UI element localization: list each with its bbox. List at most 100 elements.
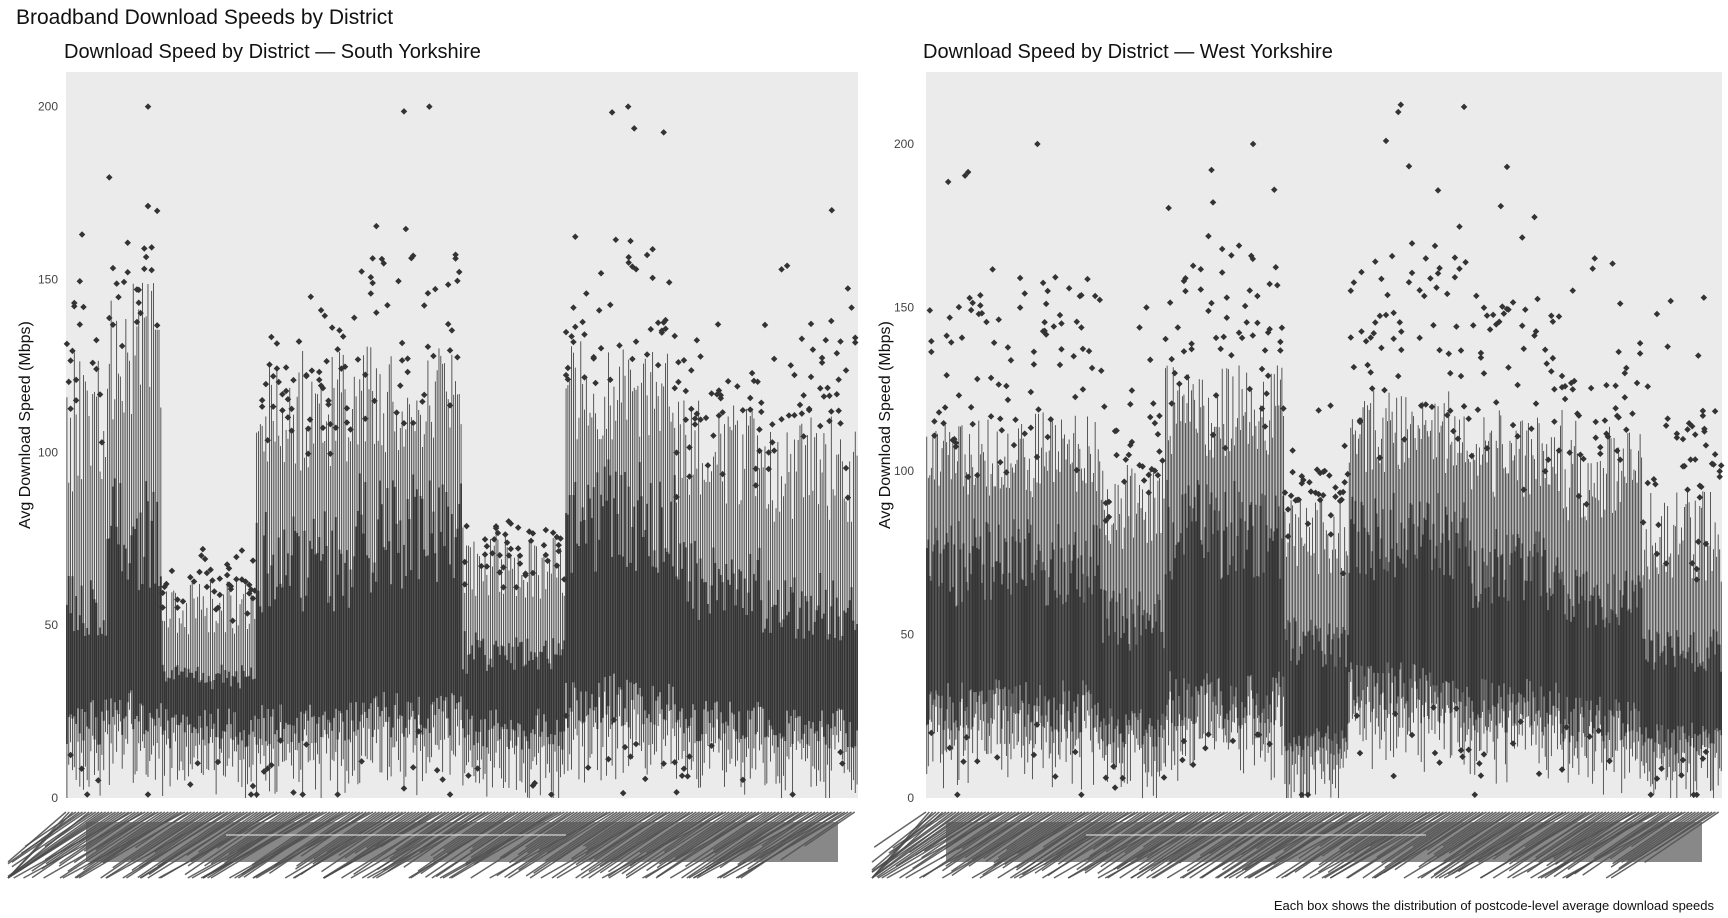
outlier-point xyxy=(1367,334,1374,341)
box xyxy=(821,472,823,728)
box xyxy=(1181,396,1184,755)
box xyxy=(1657,573,1660,744)
box xyxy=(1108,540,1110,745)
box xyxy=(546,571,549,764)
outlier-point xyxy=(1477,354,1485,361)
box xyxy=(264,416,267,781)
box xyxy=(1320,497,1323,780)
outlier-point xyxy=(83,791,91,798)
box xyxy=(1154,497,1156,762)
outlier-point xyxy=(1699,407,1707,415)
box xyxy=(511,568,514,748)
outlier-point xyxy=(590,355,597,362)
box xyxy=(1425,420,1427,703)
outlier-point xyxy=(935,409,943,416)
x-tick-labels-illegible xyxy=(871,811,1720,879)
outlier-point xyxy=(684,772,691,780)
box xyxy=(835,454,838,736)
box xyxy=(1339,503,1341,769)
y-tick-label: 0 xyxy=(907,791,914,805)
outlier-point xyxy=(822,336,830,344)
outlier-point xyxy=(597,344,605,352)
box xyxy=(1172,367,1174,752)
box xyxy=(287,438,289,744)
box xyxy=(565,388,567,714)
outlier-point xyxy=(424,343,432,351)
box xyxy=(1076,491,1078,740)
box xyxy=(134,355,136,775)
outlier-point xyxy=(837,420,844,427)
box xyxy=(436,370,439,746)
outlier-point xyxy=(358,268,365,275)
box xyxy=(1060,419,1063,743)
outlier-point xyxy=(106,174,113,181)
box xyxy=(1570,440,1572,736)
outlier-point xyxy=(564,376,572,383)
box xyxy=(576,439,578,736)
outlier-point xyxy=(1644,383,1652,390)
box xyxy=(325,421,328,754)
box xyxy=(194,618,197,746)
box xyxy=(1412,416,1415,723)
box xyxy=(1291,505,1294,765)
box xyxy=(990,473,992,754)
box xyxy=(633,387,636,710)
box xyxy=(788,472,790,760)
box xyxy=(1287,542,1289,798)
box xyxy=(747,425,750,749)
box xyxy=(1079,448,1081,758)
box xyxy=(1532,455,1534,735)
outlier-point xyxy=(1569,386,1577,393)
box xyxy=(261,425,264,746)
box xyxy=(1157,480,1159,772)
outlier-point xyxy=(798,335,806,343)
outlier-point xyxy=(1647,791,1655,798)
box xyxy=(1109,543,1112,745)
box xyxy=(393,431,396,748)
box xyxy=(1469,462,1471,775)
box xyxy=(113,399,116,725)
box xyxy=(403,446,405,787)
box xyxy=(1158,478,1161,777)
outlier-point xyxy=(816,422,824,430)
box xyxy=(1155,533,1158,798)
box xyxy=(804,445,807,762)
outlier-point xyxy=(336,327,343,334)
outlier-point xyxy=(1021,430,1028,437)
outlier-point xyxy=(798,410,806,417)
outlier-point xyxy=(358,758,365,765)
box xyxy=(1366,405,1369,687)
box xyxy=(491,566,494,788)
box xyxy=(1037,413,1040,728)
box xyxy=(1135,513,1138,739)
box xyxy=(817,504,820,771)
box xyxy=(1477,475,1479,733)
outlier-point xyxy=(174,596,181,603)
box xyxy=(1296,565,1298,775)
outlier-point xyxy=(238,547,246,554)
box xyxy=(1677,554,1680,764)
box xyxy=(994,486,997,694)
box xyxy=(1342,577,1344,768)
box xyxy=(123,412,125,755)
outlier-point xyxy=(1621,369,1629,377)
box xyxy=(1164,368,1167,767)
box xyxy=(950,479,952,760)
outlier-point xyxy=(373,309,380,316)
box xyxy=(1175,423,1178,731)
box xyxy=(1262,381,1265,745)
outlier-point xyxy=(203,583,211,591)
box xyxy=(1676,492,1678,798)
box xyxy=(1016,459,1018,746)
box xyxy=(438,348,440,750)
outlier-point xyxy=(1372,258,1379,265)
box xyxy=(1409,424,1412,735)
outlier-point xyxy=(124,268,131,276)
box xyxy=(1242,415,1245,774)
box xyxy=(970,454,972,730)
box xyxy=(1376,457,1378,719)
box xyxy=(395,415,398,742)
box xyxy=(217,623,219,738)
box xyxy=(1252,435,1254,745)
box xyxy=(270,384,273,764)
